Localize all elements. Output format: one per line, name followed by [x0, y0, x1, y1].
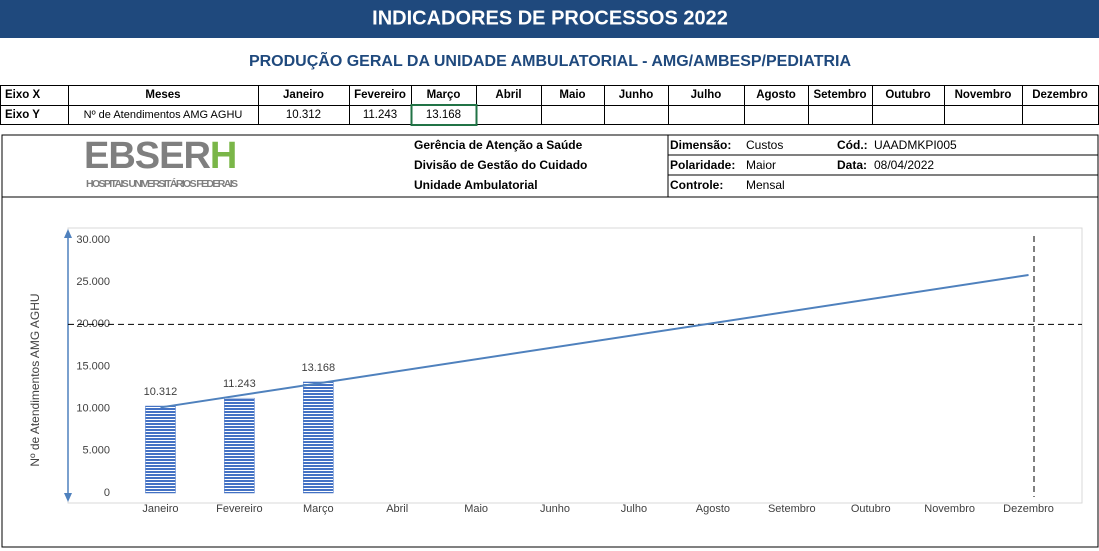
x-tick-label: Maio — [464, 503, 488, 515]
org-line: Gerência de Atenção a Saúde — [414, 138, 583, 152]
page-subtitle: PRODUÇÃO GERAL DA UNIDADE AMBULATORIAL -… — [249, 50, 852, 70]
column-header: Meses — [145, 89, 180, 101]
row-measure: Nº de Atendimentos AMG AGHU — [84, 109, 243, 121]
column-header: Eixo X — [5, 89, 40, 101]
y-tick-label: 0 — [104, 487, 110, 499]
column-header: Junho — [619, 89, 654, 101]
field-value: Custos — [746, 138, 783, 152]
plot-frame — [67, 227, 1083, 504]
data-label: 10.312 — [144, 386, 178, 398]
field-label: Cód.: — [837, 138, 868, 152]
column-header: Setembro — [813, 89, 866, 101]
bar — [224, 397, 255, 494]
x-tick-label: Agosto — [696, 503, 730, 515]
field-label: Data: — [837, 158, 867, 172]
column-header: Julho — [691, 89, 722, 101]
column-header: Novembro — [955, 89, 1012, 101]
table-cell — [744, 105, 809, 125]
field-value: 08/04/2022 — [874, 158, 934, 172]
logo: EBSERH — [84, 135, 236, 177]
column-header: Fevereiro — [354, 89, 406, 101]
data-label: 11.243 — [223, 378, 256, 390]
row-value: 11.243 — [363, 109, 397, 121]
row-value: 13.168 — [426, 109, 461, 121]
table-cell — [944, 105, 1023, 125]
x-tick-label: Junho — [540, 503, 570, 515]
field-label: Polaridade: — [670, 158, 735, 172]
title-bar — [0, 0, 1099, 38]
column-header: Outubro — [885, 89, 930, 101]
table-cell — [541, 105, 605, 125]
bar — [145, 405, 176, 494]
row-label: Eixo Y — [5, 109, 40, 121]
y-axis-label: Nº de Atendimentos AMG AGHU — [28, 293, 42, 466]
y-tick-label: 30.000 — [76, 234, 110, 246]
table-cell — [872, 105, 945, 125]
field-label: Controle: — [670, 178, 723, 192]
x-tick-label: Novembro — [924, 503, 975, 515]
org-line: Divisão de Gestão do Cuidado — [414, 158, 587, 172]
column-header: Dezembro — [1032, 89, 1088, 101]
y-tick-label: 15.000 — [76, 360, 110, 372]
data-label: 13.168 — [301, 362, 335, 374]
page-title: INDICADORES DE PROCESSOS 2022 — [372, 7, 728, 29]
org-line: Unidade Ambulatorial — [414, 178, 538, 192]
y-tick-label: 5.000 — [82, 445, 110, 457]
logo-sub: HOSPITAIS UNIVERSITÁRIOS FEDERAIS — [86, 177, 238, 190]
x-tick-label: Abril — [386, 503, 408, 515]
column-header: Abril — [495, 89, 521, 101]
trendline — [160, 273, 1029, 409]
x-tick-label: Setembro — [768, 503, 816, 515]
bar — [303, 381, 334, 494]
x-tick-label: Dezembro — [1003, 503, 1054, 515]
y-tick-label: 10.000 — [76, 403, 110, 415]
x-tick-label: Outubro — [851, 503, 891, 515]
table-cell — [1022, 105, 1099, 125]
x-tick-label: Fevereiro — [216, 503, 262, 515]
logo-main: EBSER — [84, 135, 210, 177]
table-cell — [808, 105, 873, 125]
column-header: Agosto — [756, 89, 796, 101]
logo-accent: H — [210, 135, 236, 177]
selected-cell — [410, 104, 478, 126]
field-value: Maior — [746, 158, 776, 172]
column-header: Maio — [559, 89, 585, 101]
x-tick-label: Março — [303, 503, 334, 515]
column-header: Março — [427, 89, 461, 101]
field-value: UAADMKPI005 — [874, 138, 957, 152]
x-tick-label: Julho — [621, 503, 647, 515]
column-header: Janeiro — [283, 89, 324, 101]
table-cell — [668, 105, 745, 125]
panel-border — [1, 134, 1099, 548]
x-tick-label: Janeiro — [142, 503, 178, 515]
table-cell — [604, 105, 669, 125]
y-tick-label: 25.000 — [76, 276, 110, 288]
field-value: Mensal — [746, 178, 785, 192]
table-cell — [476, 105, 542, 125]
field-label: Dimensão: — [670, 138, 731, 152]
row-value: 10.312 — [286, 109, 321, 121]
